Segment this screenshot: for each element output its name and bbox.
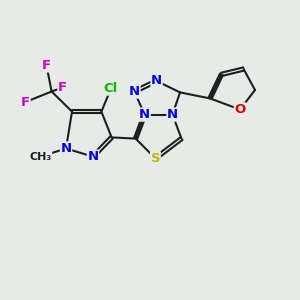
Text: N: N — [167, 108, 178, 121]
Text: S: S — [151, 152, 160, 165]
Text: Cl: Cl — [104, 82, 118, 95]
Text: F: F — [42, 59, 51, 72]
Text: N: N — [151, 74, 162, 88]
Text: O: O — [234, 103, 246, 116]
Text: N: N — [60, 142, 72, 155]
Text: CH₃: CH₃ — [29, 152, 52, 162]
Text: F: F — [58, 81, 67, 94]
Text: N: N — [87, 150, 99, 163]
Text: F: F — [21, 95, 30, 109]
Text: N: N — [139, 108, 150, 121]
Text: N: N — [129, 85, 140, 98]
